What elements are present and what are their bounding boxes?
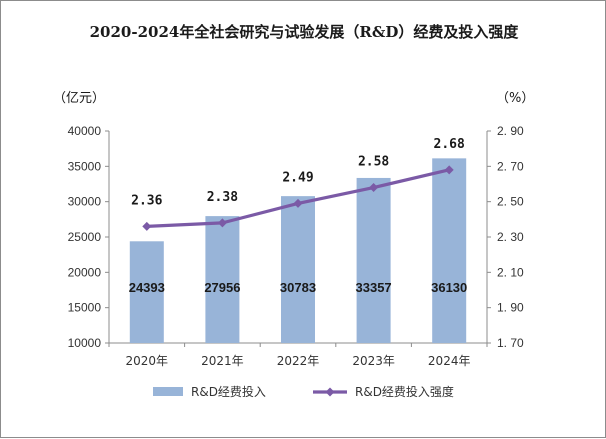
x-tick-label: 2020年 <box>126 354 169 368</box>
left-tick-label: 20000 <box>68 265 102 279</box>
left-tick-label: 40000 <box>68 124 102 138</box>
bar-3 <box>356 177 391 343</box>
bar-value-label: 36130 <box>431 280 467 295</box>
right-tick-label: 1. 70 <box>497 336 524 350</box>
line-value-label-bg <box>204 189 241 205</box>
line-point-1 <box>217 218 227 228</box>
x-tick-label: 2023年 <box>352 354 395 368</box>
right-tick-label: 2. 50 <box>497 195 524 209</box>
x-tick-label: 2024年 <box>428 354 471 368</box>
x-tick-label: 2021年 <box>201 354 244 368</box>
left-tick-label: 35000 <box>68 159 102 173</box>
right-tick-label: 2. 70 <box>497 159 524 173</box>
line-value-label-bg <box>355 154 392 170</box>
legend-swatch-marker <box>325 387 335 397</box>
line-value-label-bg <box>280 170 316 186</box>
left-tick-label: 25000 <box>68 230 102 244</box>
bar-1 <box>205 216 240 343</box>
line-point-0 <box>142 221 152 231</box>
left-tick-label: 30000 <box>68 195 102 209</box>
bar-0 <box>129 241 164 343</box>
line-point-3 <box>369 183 379 193</box>
line-point-4 <box>444 165 454 175</box>
right-tick-label: 2. 90 <box>497 124 524 138</box>
bar-value-label: 30783 <box>280 280 316 295</box>
line-value-label: 2.58 <box>358 155 389 170</box>
line-value-label: 2.68 <box>434 137 465 152</box>
bar-2 <box>281 196 315 343</box>
left-tick-label: 10000 <box>68 336 102 350</box>
bar-value-label: 27956 <box>204 280 240 295</box>
bar-value-label: 33357 <box>356 280 392 295</box>
left-axis-label: （亿元） <box>53 91 105 106</box>
plot-area: 10000 15000 20000 25000 30000 35000 40000 1. 70… <box>68 124 524 368</box>
right-tick-label: 2. 10 <box>497 265 524 279</box>
left-tick-label: 15000 <box>68 301 102 315</box>
right-tick-label: 2. 30 <box>497 230 524 244</box>
chart-title: 2020-2024年全社会研究与试验发展（R&D）经费及投入强度 <box>90 23 520 41</box>
legend: R&D经费投入 R&D经费投入强度 <box>153 384 454 399</box>
bar-value-label: 24393 <box>129 280 165 295</box>
line-point-2 <box>293 198 303 208</box>
right-tick-label: 1. 90 <box>497 301 524 315</box>
legend-swatch-bar <box>153 387 183 396</box>
line-value-label: 2.36 <box>131 193 162 208</box>
bar-4 <box>432 158 467 343</box>
line-value-label-bg <box>431 136 468 152</box>
right-axis-label: （%） <box>496 91 534 106</box>
legend-label-bar: R&D经费投入 <box>191 384 266 399</box>
legend-label-line: R&D经费投入强度 <box>355 384 454 399</box>
line-value-label-bg <box>129 193 165 209</box>
line-value-label: 2.38 <box>207 190 238 205</box>
line-value-label: 2.49 <box>282 170 313 185</box>
x-tick-label: 2022年 <box>277 354 320 368</box>
